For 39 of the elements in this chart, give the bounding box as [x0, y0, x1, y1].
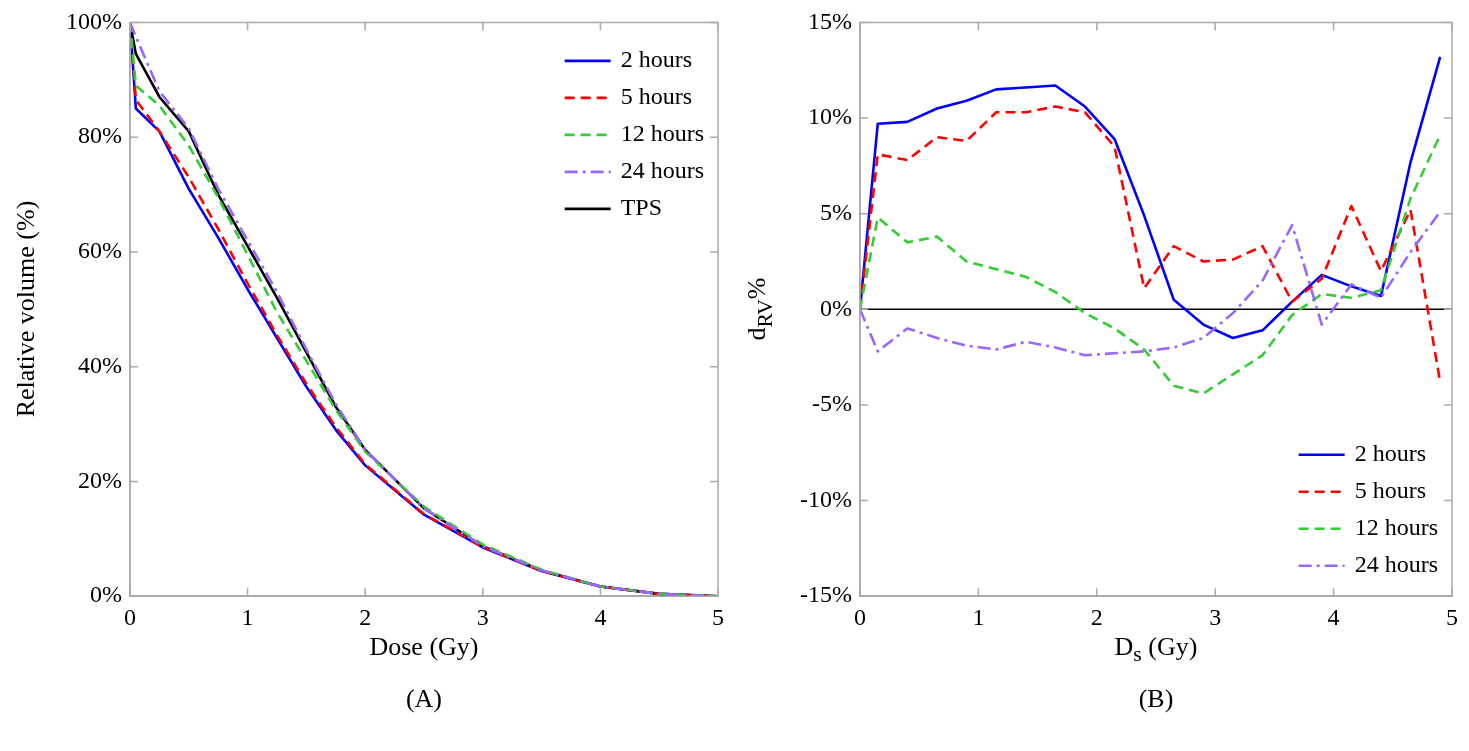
y-tick-label: 15%: [807, 7, 852, 34]
y-tick-label: 60%: [77, 237, 122, 264]
legend-label: 2 hours: [1354, 440, 1427, 466]
legend-label: TPS: [620, 194, 663, 221]
legend-label: 5 hours: [1354, 477, 1427, 503]
legend-label: 12 hours: [1354, 514, 1439, 540]
legend-label: 24 hours: [1354, 551, 1439, 577]
x-tick-label: 2: [359, 603, 372, 630]
legend-label: 2 hours: [620, 46, 693, 73]
x-tick-label: 4: [594, 603, 607, 630]
x-tick-label: 2: [1090, 603, 1103, 630]
y-tick-label: -5%: [812, 390, 852, 417]
x-tick-label: 3: [476, 603, 489, 630]
y-tick-label: 20%: [77, 466, 122, 493]
legend-label: 24 hours: [620, 157, 705, 184]
y-tick-label: -15%: [800, 581, 852, 608]
text: (B): [1138, 684, 1174, 715]
legend-label: 12 hours: [620, 120, 705, 147]
y-tick-label: 40%: [77, 351, 122, 378]
x-axis-title: D$_{s}$ (Gy): [1114, 632, 1198, 668]
y-tick-label: 10%: [807, 103, 852, 130]
x-tick-label: 0: [853, 603, 866, 630]
x-tick-label: 1: [972, 603, 985, 630]
x-axis-title: Dose (Gy): [369, 632, 479, 663]
x-tick-label: 4: [1327, 603, 1340, 630]
y-tick-label: 0%: [819, 294, 852, 321]
y-tick-label: 80%: [77, 122, 122, 149]
y-axis-title: Relative volume (%): [11, 200, 41, 418]
y-tick-label: 100%: [65, 7, 122, 34]
y-tick-label: 5%: [819, 198, 852, 225]
x-tick-label: 5: [1446, 603, 1458, 630]
y-tick-label: -10%: [800, 485, 852, 512]
text: (A): [405, 684, 443, 715]
x-tick-label: 5: [712, 603, 724, 630]
x-tick-label: 3: [1209, 603, 1222, 630]
y-tick-label: 0%: [89, 581, 122, 608]
x-tick-label: 0: [123, 603, 136, 630]
x-tick-label: 1: [241, 603, 254, 630]
legend-label: 5 hours: [620, 83, 693, 110]
